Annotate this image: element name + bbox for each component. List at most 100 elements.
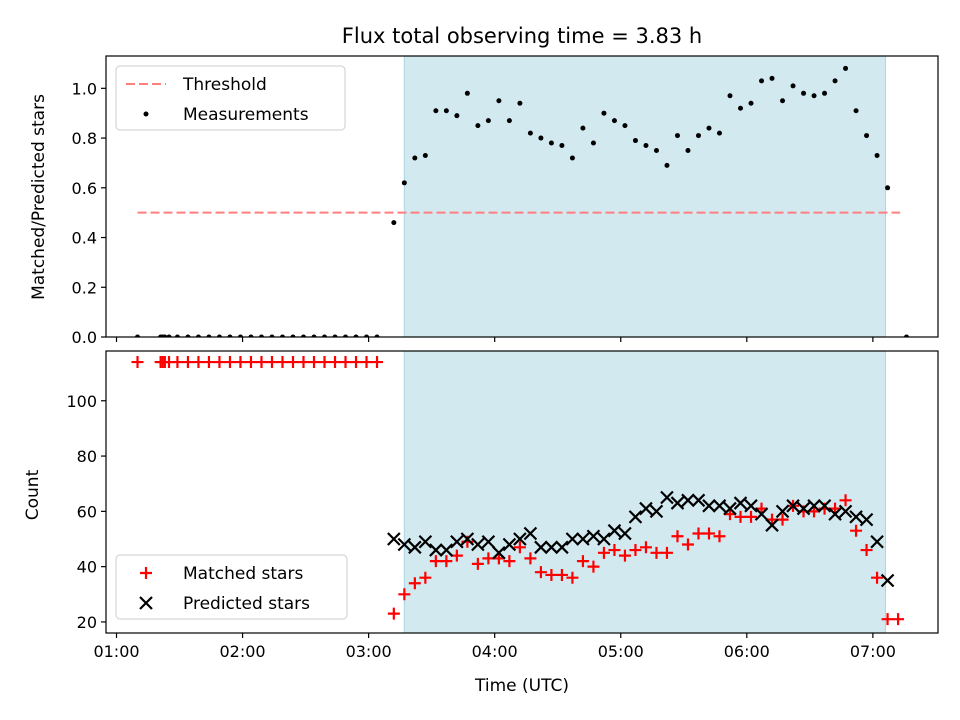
bottom-axes-frame	[105, 350, 939, 634]
predicted-stars-point	[754, 507, 769, 521]
x-tick-label: 01:00	[93, 642, 139, 661]
matched-stars-point	[702, 527, 715, 540]
measurement-point	[632, 138, 638, 144]
matched-stars-point	[286, 356, 299, 369]
measurement-point	[685, 147, 691, 153]
predicted-stars-point	[429, 543, 443, 557]
measurement-point	[300, 334, 306, 337]
matched-stars-point	[860, 544, 873, 557]
measurement-point	[832, 78, 838, 84]
matched-stars-point	[234, 356, 247, 369]
measurement-point	[548, 140, 554, 146]
measurement-point	[874, 152, 880, 158]
matched-stars-point	[545, 568, 558, 581]
matched-stars-point	[503, 555, 516, 568]
predicted-stars-point	[576, 532, 590, 546]
bottom-y-tick-label: 80	[77, 447, 97, 466]
predicted-stars-point	[555, 540, 569, 555]
measurement-point	[611, 118, 617, 124]
predicted-stars-point	[618, 526, 632, 541]
predicted-stars-point	[492, 546, 506, 560]
predicted-stars-point	[723, 501, 737, 516]
predicted-stars-point	[796, 501, 811, 516]
matched-stars-point	[440, 555, 453, 568]
matched-stars-point	[244, 356, 257, 369]
predicted-stars-point	[775, 504, 790, 519]
matched-stars-point	[329, 356, 342, 369]
matched-stars-point	[255, 356, 268, 369]
matched-stars-point	[608, 544, 621, 557]
measurement-point	[162, 334, 168, 337]
predicted-stars-point	[712, 499, 727, 513]
measurement-point	[454, 113, 460, 119]
measurement-point	[206, 334, 212, 337]
measurement-point	[443, 108, 449, 114]
legend-matched-stars-swatch	[140, 567, 152, 579]
matched-stars-point	[566, 571, 579, 584]
legend-entry-label: Threshold	[182, 75, 267, 95]
predicted-stars-point	[397, 537, 412, 552]
top-observing-span	[403, 55, 886, 338]
measurement-point	[580, 125, 586, 131]
matched-stars-point	[387, 607, 400, 620]
matched-stars-point	[223, 356, 236, 369]
predicted-stars-point	[460, 532, 475, 546]
bottom-y-tick-label: 20	[77, 613, 97, 632]
matched-stars-point	[181, 356, 194, 369]
predicted-stars-point	[702, 499, 716, 513]
matched-stars-point	[276, 356, 289, 369]
measurement-point	[811, 93, 817, 99]
predicted-stars-point	[639, 501, 653, 516]
x-tick-label: 05:00	[598, 642, 644, 661]
matched-stars-point	[192, 356, 205, 369]
measurement-point	[706, 125, 712, 131]
measurement-point	[279, 334, 285, 337]
matched-stars-point	[171, 356, 184, 369]
measurement-point	[237, 334, 243, 337]
x-axis-label: Time (UTC)	[474, 676, 569, 696]
bottom-plot-area	[131, 356, 905, 626]
matched-stars-point	[881, 613, 894, 626]
matched-stars-point	[450, 549, 463, 562]
predicted-stars-point	[534, 540, 548, 555]
measurement-point	[664, 162, 670, 168]
legend-predicted-stars-swatch	[139, 596, 153, 610]
predicted-stars-point	[681, 493, 695, 508]
measurement-point	[569, 155, 575, 161]
top-y-tick-label: 0.4	[72, 229, 97, 248]
top-y-tick-label: 1.0	[72, 79, 97, 98]
measurement-point	[590, 140, 596, 146]
matched-stars-point	[776, 513, 789, 526]
top-y-tick-label: 0.2	[72, 278, 97, 297]
matched-stars-point	[371, 356, 384, 369]
matched-stars-point	[213, 356, 226, 369]
predicted-stars-point	[408, 540, 422, 555]
matched-stars-point	[650, 546, 663, 559]
top-axes-frame	[105, 55, 939, 338]
matched-stars-point	[839, 494, 852, 507]
measurement-point	[496, 98, 502, 104]
measurement-point	[559, 143, 565, 149]
measurement-point	[822, 90, 828, 96]
measurement-point	[864, 133, 870, 139]
predicted-stars-point	[849, 510, 863, 524]
predicted-stars-point	[628, 510, 643, 524]
measurement-point	[748, 100, 754, 106]
predicted-stars-point	[418, 534, 433, 549]
measurement-point	[322, 334, 328, 337]
predicted-stars-point	[439, 543, 454, 557]
predicted-stars-point	[765, 518, 779, 532]
predicted-stars-point	[513, 532, 527, 546]
bottom-y-tick-label: 40	[77, 558, 97, 577]
predicted-stars-point	[607, 523, 622, 538]
predicted-stars-point	[660, 490, 674, 505]
measurement-point	[290, 334, 296, 337]
measurement-point	[464, 90, 470, 96]
predicted-stars-point	[859, 512, 874, 527]
matched-stars-point	[297, 356, 310, 369]
matched-stars-point	[202, 356, 215, 369]
measurement-point	[506, 118, 512, 124]
measurement-point	[269, 334, 275, 337]
x-tick-label: 03:00	[346, 642, 392, 661]
measurement-point	[674, 133, 680, 139]
